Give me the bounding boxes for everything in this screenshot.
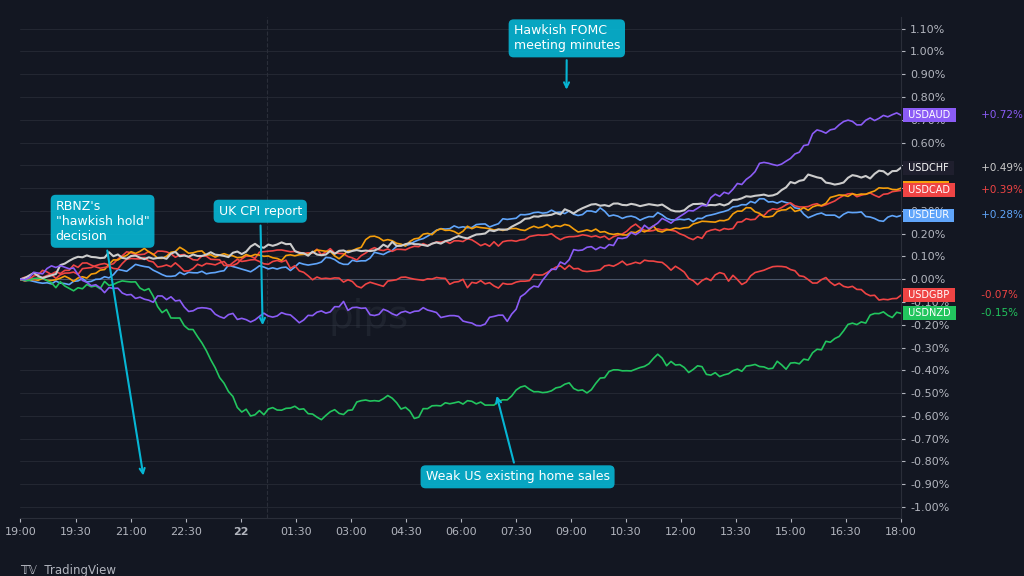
Text: +0.49%: +0.49% <box>978 162 1024 173</box>
Text: USDCAD: USDCAD <box>905 185 953 195</box>
Text: Hawkish FOMC
meeting minutes: Hawkish FOMC meeting minutes <box>514 24 620 88</box>
Text: -0.15%: -0.15% <box>978 308 1021 319</box>
Text: USDNZD: USDNZD <box>905 308 954 319</box>
Text: UK CPI report: UK CPI report <box>219 204 302 323</box>
Text: USDAUD: USDAUD <box>905 110 953 120</box>
Text: USDGBP: USDGBP <box>905 290 952 300</box>
Text: USDCHF: USDCHF <box>905 162 952 173</box>
Text: USDJPY: USDJPY <box>905 183 947 193</box>
Text: pips: pips <box>329 298 409 336</box>
Text: -0.07%: -0.07% <box>978 290 1021 300</box>
Text: +0.28%: +0.28% <box>978 210 1024 221</box>
Text: +0.40%: +0.40% <box>978 183 1024 193</box>
Text: RBNZ's
"hawkish hold"
decision: RBNZ's "hawkish hold" decision <box>55 200 150 473</box>
Text: +0.72%: +0.72% <box>978 110 1024 120</box>
Text: 𝕋𝕍  TradingView: 𝕋𝕍 TradingView <box>20 563 117 576</box>
Text: +0.39%: +0.39% <box>978 185 1024 195</box>
Text: USDEUR: USDEUR <box>905 210 952 221</box>
Text: Weak US existing home sales: Weak US existing home sales <box>426 398 609 483</box>
